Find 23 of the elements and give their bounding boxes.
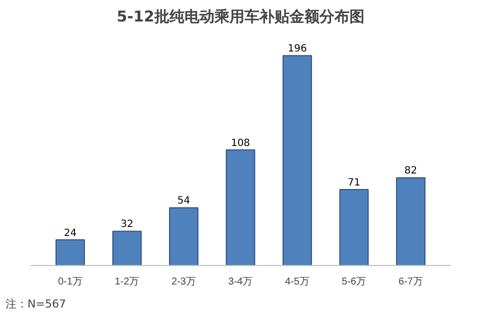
bar — [396, 177, 426, 266]
x-tick-label: 2-3万 — [172, 276, 196, 288]
data-label: 82 — [404, 166, 418, 177]
x-tick-label: 5-6万 — [342, 276, 366, 288]
bar — [226, 149, 256, 266]
x-tick-label: 4-5万 — [285, 276, 310, 288]
bar — [282, 55, 312, 266]
bar — [112, 230, 142, 266]
bar — [56, 239, 85, 266]
data-label: 54 — [177, 196, 190, 207]
data-label: 32 — [120, 219, 134, 230]
data-label: 196 — [288, 44, 307, 55]
bar — [169, 207, 198, 266]
data-label: 71 — [348, 177, 360, 188]
x-tick-label: 1-2万 — [114, 276, 140, 288]
data-label: 24 — [64, 228, 77, 239]
x-tick-label: 6-7万 — [398, 276, 423, 288]
data-label: 108 — [230, 138, 250, 149]
bar — [339, 188, 369, 266]
chart-title: 5-12批纯电动乘用车补贴金额分布图 — [116, 8, 364, 26]
x-tick-label: 3-4万 — [228, 276, 253, 288]
text: 注：N=567 — [6, 298, 66, 310]
x-tick-label: 0-1万 — [58, 276, 82, 288]
